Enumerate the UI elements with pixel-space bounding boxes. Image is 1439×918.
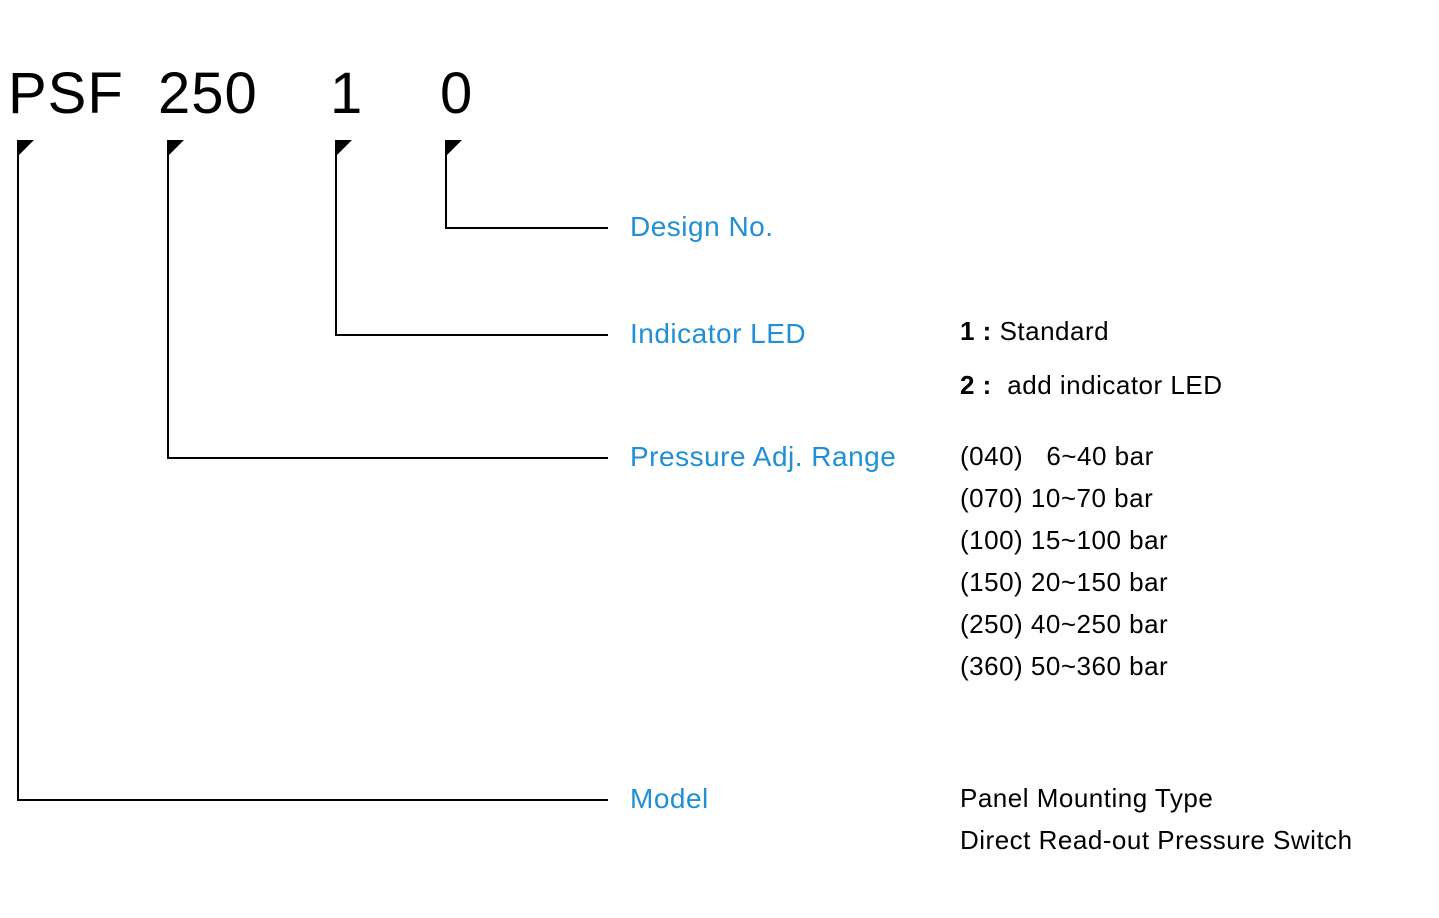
label-model: Model (630, 783, 709, 815)
indicator-option: 1 : Standard (960, 316, 1109, 347)
pressure-option: (250) 40~250 bar (960, 609, 1168, 640)
label-design-no: Design No. (630, 211, 774, 243)
pressure-option: (070) 10~70 bar (960, 483, 1153, 514)
model-desc-line: Direct Read-out Pressure Switch (960, 825, 1353, 856)
pressure-option: (040) 6~40 bar (960, 441, 1154, 472)
label-indicator-led: Indicator LED (630, 318, 806, 350)
indicator-option-code: 2 : (960, 370, 992, 400)
indicator-option-text: Standard (992, 316, 1109, 346)
label-pressure-range: Pressure Adj. Range (630, 441, 896, 473)
indicator-option-text: add indicator LED (992, 370, 1223, 400)
pressure-option: (150) 20~150 bar (960, 567, 1168, 598)
indicator-option-code: 1 : (960, 316, 992, 346)
model-desc-line: Panel Mounting Type (960, 783, 1213, 814)
pressure-option: (360) 50~360 bar (960, 651, 1168, 682)
indicator-option: 2 : add indicator LED (960, 370, 1222, 401)
pressure-option: (100) 15~100 bar (960, 525, 1168, 556)
